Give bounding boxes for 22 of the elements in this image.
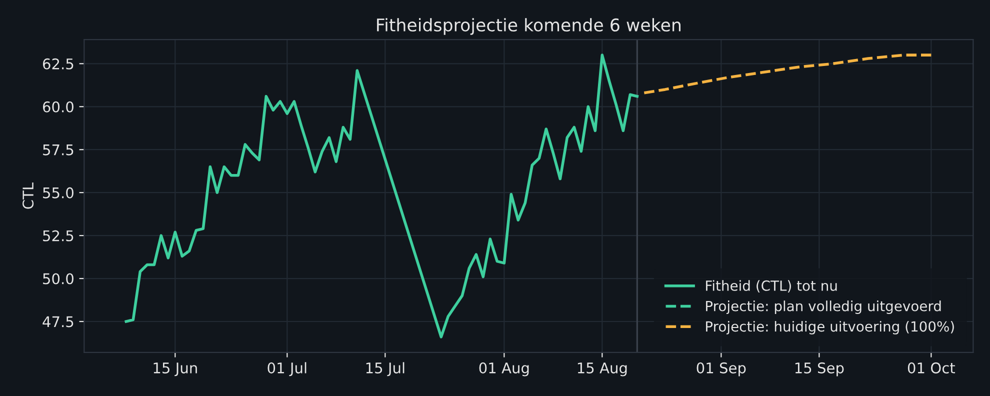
x-tick-label: 15 Jun bbox=[154, 362, 197, 376]
y-axis-title: CTL bbox=[22, 182, 34, 209]
x-tick-label: 01 Oct bbox=[908, 362, 956, 374]
line-series bbox=[642, 54, 933, 94]
legend-label: Fitheid (CTL) tot nu bbox=[706, 280, 837, 293]
y-tick-label: 50.0 bbox=[43, 273, 74, 284]
x-tick-label: 01 Jul bbox=[268, 362, 306, 376]
chart-title: Fitheidsprojectie komende 6 weken bbox=[377, 18, 680, 35]
y-tick-label: 55.0 bbox=[43, 187, 74, 198]
x-tick-label: 15 Aug bbox=[578, 362, 627, 376]
y-tick-label: 57.5 bbox=[43, 144, 74, 156]
line-series bbox=[124, 54, 639, 338]
y-tick-label: 60.0 bbox=[42, 101, 74, 112]
x-tick-label: 15 Sep bbox=[795, 362, 844, 376]
legend-label: Projectie: plan volledig uitgevoerd bbox=[706, 300, 941, 314]
y-tick-label: 62.5 bbox=[42, 58, 74, 70]
x-tick-label: 01 Aug bbox=[479, 362, 529, 376]
y-tick-label: 47.5 bbox=[42, 316, 74, 328]
y-tick-label: 52.5 bbox=[43, 230, 74, 242]
x-tick-label: 01 Sep bbox=[696, 362, 746, 376]
legend-label: Projectie: huidige uitvoering (100%) bbox=[706, 320, 954, 334]
x-tick-label: 15 Jul bbox=[366, 362, 404, 376]
